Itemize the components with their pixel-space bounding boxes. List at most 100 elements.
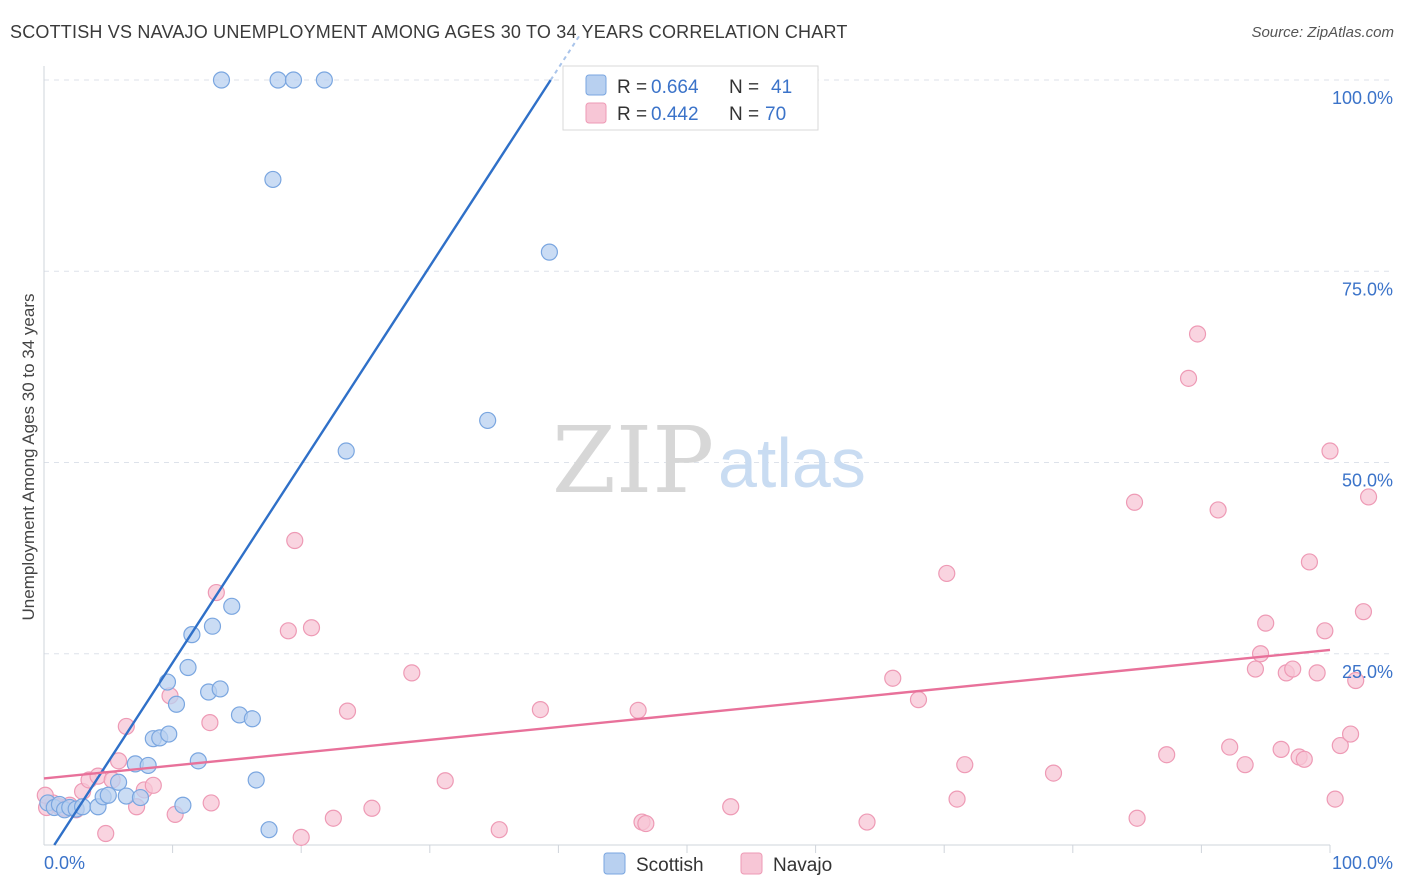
y-tick-label-50: 50.0%: [1342, 471, 1393, 491]
navajo-point: [324, 809, 342, 827]
scottish-point: [211, 680, 229, 698]
watermark: ZIP atlas: [552, 407, 866, 514]
legend-r-value-scottish: 0.664: [651, 77, 699, 98]
scottish-point: [212, 71, 231, 89]
bottom-legend-swatch-navajo: [740, 852, 763, 875]
scottish-trend-extension: [549, 33, 582, 81]
navajo-point: [279, 622, 297, 640]
navajo-point: [1354, 603, 1373, 621]
scottish-point: [284, 71, 303, 89]
navajo-point: [1308, 664, 1326, 682]
navajo-point: [884, 669, 902, 687]
navajo-point: [1236, 756, 1254, 774]
watermark-atlas: atlas: [718, 424, 866, 502]
scottish-point: [174, 796, 192, 814]
navajo-point: [436, 772, 454, 790]
scottish-trend-line: [53, 79, 552, 846]
scottish-point: [117, 787, 135, 805]
x-tick-label-min: 0.0%: [44, 853, 85, 873]
scottish-point: [479, 411, 497, 430]
legend-n-label-scottish: N =: [729, 77, 759, 98]
y-tick-label-25: 25.0%: [1342, 662, 1393, 682]
scottish-point: [131, 788, 150, 807]
watermark-zip: ZIP: [552, 407, 714, 514]
navajo-point: [109, 752, 128, 770]
scottish-point: [160, 725, 178, 743]
navajo-point: [1251, 645, 1270, 663]
scottish-point: [139, 756, 157, 775]
scottish-point: [269, 71, 287, 89]
scottish-point: [179, 658, 197, 677]
navajo-point: [948, 790, 966, 808]
y-tick-label-100: 100.0%: [1332, 88, 1393, 108]
navajo-point: [1044, 764, 1063, 782]
scottish-point: [99, 786, 117, 804]
bottom-legend-navajo: Navajo: [773, 855, 832, 876]
navajo-trend-line: [43, 648, 1331, 780]
navajo-point: [292, 828, 310, 846]
trend-lines: [43, 33, 1331, 846]
navajo-point: [858, 813, 876, 831]
navajo-point: [338, 702, 357, 720]
navajo-point: [363, 799, 381, 817]
scottish-point: [315, 71, 333, 89]
legend-swatch-navajo: [585, 102, 607, 124]
navajo-point: [1347, 671, 1365, 690]
scottish-point: [337, 442, 355, 460]
navajo-point: [302, 619, 321, 637]
navajo-point: [1316, 622, 1334, 640]
scottish-point: [243, 710, 261, 728]
scottish-points: [39, 71, 558, 839]
series-legend: Scottish Navajo: [603, 852, 832, 876]
navajo-point: [1326, 790, 1344, 808]
navajo-point: [1221, 738, 1239, 756]
navajo-point: [1209, 501, 1227, 519]
navajo-point: [1179, 369, 1198, 387]
navajo-point: [629, 701, 647, 719]
navajo-point: [144, 776, 162, 794]
navajo-point: [1359, 488, 1378, 506]
chart-title: SCOTTISH VS NAVAJO UNEMPLOYMENT AMONG AG…: [10, 22, 848, 42]
navajo-point: [938, 564, 956, 583]
navajo-point: [1257, 614, 1275, 632]
scottish-point: [109, 773, 128, 791]
navajo-points: [36, 325, 1378, 846]
scottish-point: [203, 617, 222, 635]
navajo-point: [1188, 325, 1207, 343]
legend-n-value-scottish: 41: [771, 77, 792, 98]
navajo-point: [1284, 660, 1302, 678]
scottish-point: [167, 695, 186, 713]
navajo-point: [637, 814, 655, 833]
navajo-point: [1300, 553, 1319, 571]
navajo-point: [201, 713, 219, 732]
navajo-point: [97, 824, 115, 843]
navajo-point: [1272, 740, 1290, 758]
scottish-point: [264, 170, 282, 189]
legend-r-value-navajo: 0.442: [651, 104, 699, 125]
x-tick-label-max: 100.0%: [1332, 853, 1393, 873]
bottom-legend-scottish: Scottish: [636, 855, 704, 876]
navajo-point: [286, 531, 304, 550]
legend-swatch-scottish: [585, 74, 607, 96]
scottish-point: [158, 673, 177, 691]
y-axis-label: Unemployment Among Ages 30 to 34 years: [19, 294, 38, 621]
navajo-point: [531, 700, 549, 719]
navajo-point: [1295, 750, 1313, 768]
legend-r-label-scottish: R =: [617, 77, 647, 98]
navajo-point: [202, 794, 220, 812]
scottish-point: [260, 821, 278, 839]
bottom-legend-swatch-scottish: [603, 852, 626, 875]
legend-n-value-navajo: 70: [765, 104, 786, 125]
y-tick-label-75: 75.0%: [1342, 279, 1393, 299]
legend-r-label-navajo: R =: [617, 104, 647, 125]
navajo-point: [1331, 736, 1349, 755]
navajo-point: [1158, 746, 1176, 764]
navajo-point: [909, 691, 928, 709]
navajo-point: [1246, 660, 1265, 678]
chart-source: Source: ZipAtlas.com: [1251, 24, 1394, 41]
navajo-point: [403, 664, 421, 682]
navajo-point: [722, 798, 740, 816]
scottish-point: [540, 243, 558, 261]
navajo-point: [1125, 493, 1144, 511]
